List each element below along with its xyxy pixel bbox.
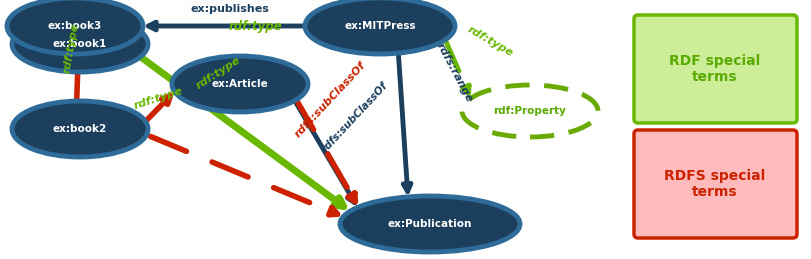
Text: rdf:type: rdf:type	[132, 86, 183, 111]
Text: rdf:type: rdf:type	[228, 20, 281, 33]
Text: RDFS special
terms: RDFS special terms	[663, 169, 765, 199]
Text: ex:book1: ex:book1	[53, 39, 107, 49]
Text: ex:book3: ex:book3	[48, 21, 102, 31]
Text: RDF special
terms: RDF special terms	[668, 54, 760, 84]
Ellipse shape	[12, 101, 148, 157]
Text: ex:book2: ex:book2	[53, 124, 107, 134]
FancyBboxPatch shape	[633, 15, 796, 123]
Ellipse shape	[461, 85, 597, 137]
Text: ex:publishes: ex:publishes	[191, 4, 269, 14]
Text: ex:Article: ex:Article	[212, 79, 268, 89]
Ellipse shape	[172, 56, 307, 112]
Text: rdf:type: rdf:type	[62, 22, 80, 74]
Text: rdf:type: rdf:type	[465, 25, 514, 59]
Text: rdfs:subClassOf: rdfs:subClassOf	[320, 80, 389, 154]
Ellipse shape	[7, 0, 143, 54]
Text: rdfs:subClassOf: rdfs:subClassOf	[292, 60, 367, 139]
Text: rdf:type: rdf:type	[194, 55, 242, 91]
Ellipse shape	[340, 196, 519, 252]
Text: ex:Publication: ex:Publication	[388, 219, 472, 229]
FancyBboxPatch shape	[633, 130, 796, 238]
Text: rdf:Property: rdf:Property	[493, 106, 566, 116]
Ellipse shape	[12, 16, 148, 72]
Text: ex:MITPress: ex:MITPress	[344, 21, 415, 31]
Ellipse shape	[305, 0, 454, 54]
Text: rdfs:range: rdfs:range	[435, 41, 474, 104]
